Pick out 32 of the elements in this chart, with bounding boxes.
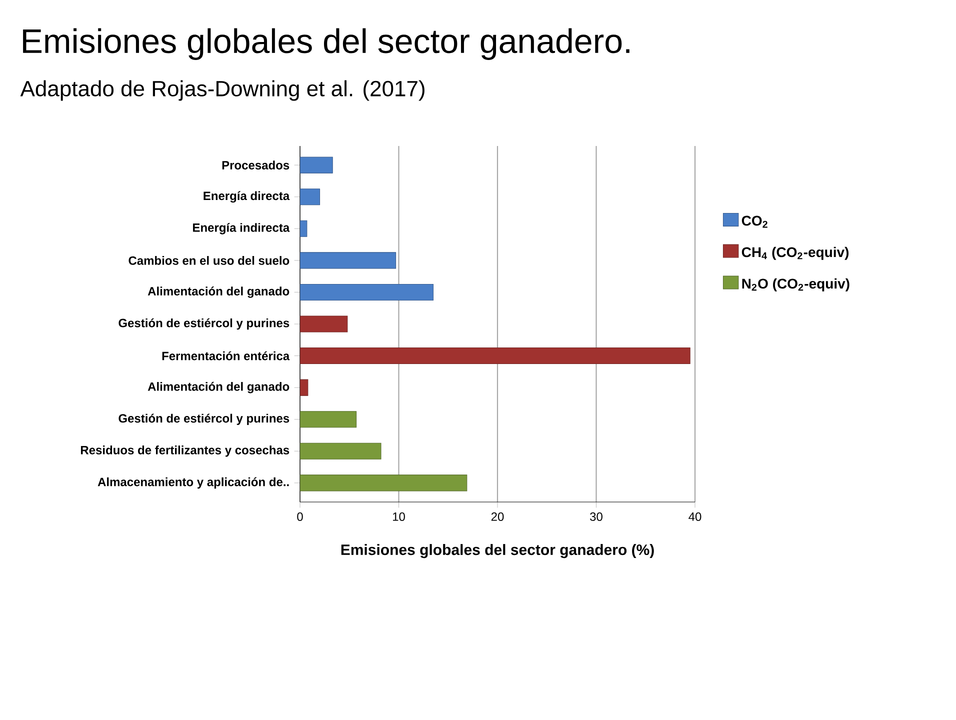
bar — [300, 474, 468, 492]
y-tick-label: Fermentación entérica — [162, 351, 290, 360]
x-axis-title: Emisiones globales del sector ganadero (%) — [341, 544, 654, 558]
bar — [300, 348, 690, 364]
y-tick-label: Energía indirecta — [193, 222, 290, 234]
y-tick-label: Energía directa — [204, 191, 290, 203]
y-tick-label: Residuos de fertilizantes y cosechas — [80, 446, 290, 457]
chart-title: Emisiones globales del sector ganadero. — [23, 28, 630, 60]
y-tick-label: Procesados — [222, 160, 290, 170]
x-tick-label: 20 — [491, 512, 504, 521]
bar — [300, 442, 382, 460]
legend-label: CH$_{4}$ (CO$_{2}$-equiv) — [742, 246, 849, 260]
bar — [300, 411, 357, 428]
y-tick-label: Cambios en el uso del suelo — [128, 256, 290, 265]
x-tick-label: 30 — [590, 512, 602, 521]
x-tick-label: 10 — [393, 512, 405, 521]
bar — [300, 188, 320, 206]
chart-subtitle: Adaptado de Rojas-Downing et al. (2017) — [20, 80, 424, 101]
bar — [300, 316, 348, 332]
bar — [300, 252, 396, 269]
y-tick-label: Almacenamiento y aplicación de.. — [98, 477, 289, 489]
legend-label: CO$_{2}$ — [742, 216, 768, 228]
bar — [300, 284, 434, 300]
legend-label: N$_{2}$O (CO$_{2}$-equiv) — [742, 278, 850, 292]
y-tick-label: Gestión de estiércol y purines — [118, 318, 290, 330]
x-tick-label: 0 — [297, 512, 303, 521]
bar — [300, 220, 308, 237]
x-tick-label: 40 — [688, 512, 702, 521]
y-tick-label: Alimentación del ganado — [148, 286, 290, 298]
y-tick-label: Alimentación del ganado — [148, 382, 290, 394]
bar — [300, 156, 333, 174]
y-tick-label: Gestión de estiércol y purines — [118, 414, 290, 425]
